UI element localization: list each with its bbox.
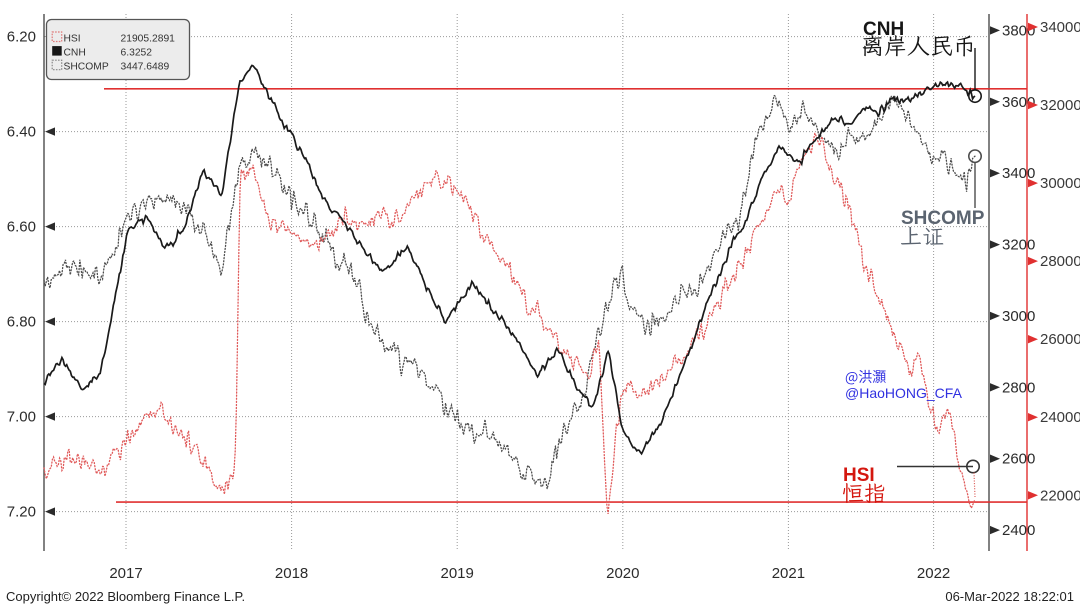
svg-text:HSI: HSI <box>64 34 81 45</box>
svg-text:2600: 2600 <box>1002 451 1035 468</box>
svg-text:2022: 2022 <box>917 565 950 582</box>
svg-text:2020: 2020 <box>606 565 639 582</box>
svg-text:6.40: 6.40 <box>7 124 36 141</box>
svg-text:32000: 32000 <box>1040 97 1080 114</box>
svg-text:21905.2891: 21905.2891 <box>121 34 176 45</box>
svg-text:26000: 26000 <box>1040 331 1080 348</box>
svg-text:34000: 34000 <box>1040 19 1080 36</box>
svg-text:2800: 2800 <box>1002 379 1035 396</box>
svg-text:22000: 22000 <box>1040 487 1080 504</box>
svg-text:2021: 2021 <box>772 565 805 582</box>
svg-text:7.20: 7.20 <box>7 504 36 521</box>
svg-text:3400: 3400 <box>1002 165 1035 182</box>
svg-text:30000: 30000 <box>1040 175 1080 192</box>
svg-text:6.60: 6.60 <box>7 219 36 236</box>
svg-text:3200: 3200 <box>1002 237 1035 254</box>
svg-text:@HaoHONG_CFA: @HaoHONG_CFA <box>845 385 963 401</box>
svg-text:2017: 2017 <box>109 565 142 582</box>
svg-text:SHCOMP: SHCOMP <box>64 62 109 73</box>
svg-text:6.80: 6.80 <box>7 314 36 331</box>
svg-text:2018: 2018 <box>275 565 308 582</box>
svg-text:恒指: 恒指 <box>842 479 886 508</box>
svg-text:7.00: 7.00 <box>7 409 36 426</box>
svg-text:6.3252: 6.3252 <box>121 48 153 59</box>
svg-text:28000: 28000 <box>1040 253 1080 270</box>
svg-text:CNH: CNH <box>64 48 86 59</box>
svg-text:上证: 上证 <box>900 222 944 251</box>
svg-text:3000: 3000 <box>1002 308 1035 325</box>
svg-text:@洪灝: @洪灝 <box>845 367 886 387</box>
svg-text:离岸人民币: 离岸人民币 <box>861 30 976 61</box>
svg-text:2019: 2019 <box>441 565 474 582</box>
svg-text:6.20: 6.20 <box>7 29 36 46</box>
svg-text:3447.6489: 3447.6489 <box>121 62 170 73</box>
svg-text:2400: 2400 <box>1002 522 1035 539</box>
svg-text:24000: 24000 <box>1040 409 1080 426</box>
